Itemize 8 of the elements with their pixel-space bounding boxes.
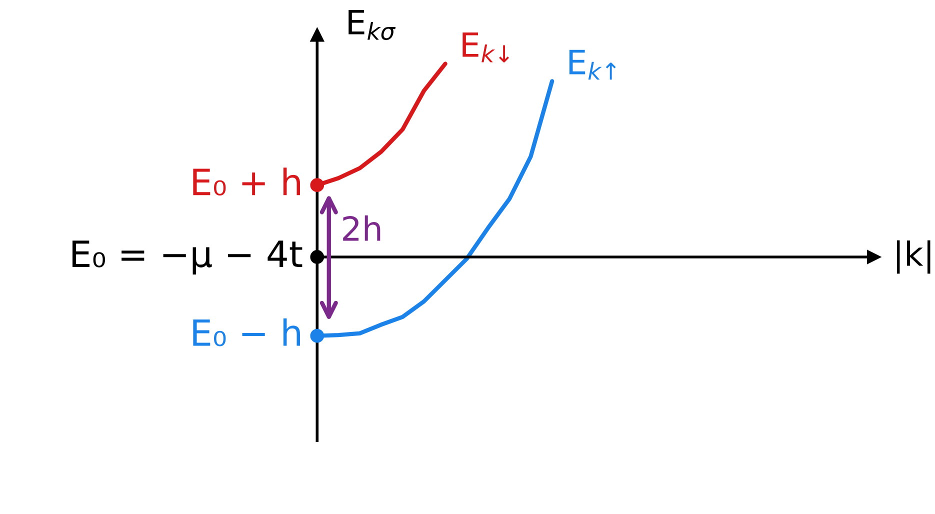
text: E₀ − h <box>193 318 300 346</box>
y-axis-title: E$_{kσ}$ <box>348 10 396 40</box>
text: E₀ = −μ − 4t <box>72 240 302 274</box>
text: |k| <box>896 240 930 274</box>
text: E₀ + h <box>193 168 300 196</box>
annotation: 2h <box>343 215 380 241</box>
series-label: E$_{k↓}$ <box>462 32 510 62</box>
series-label: E$_{k↑}$ <box>569 50 616 80</box>
